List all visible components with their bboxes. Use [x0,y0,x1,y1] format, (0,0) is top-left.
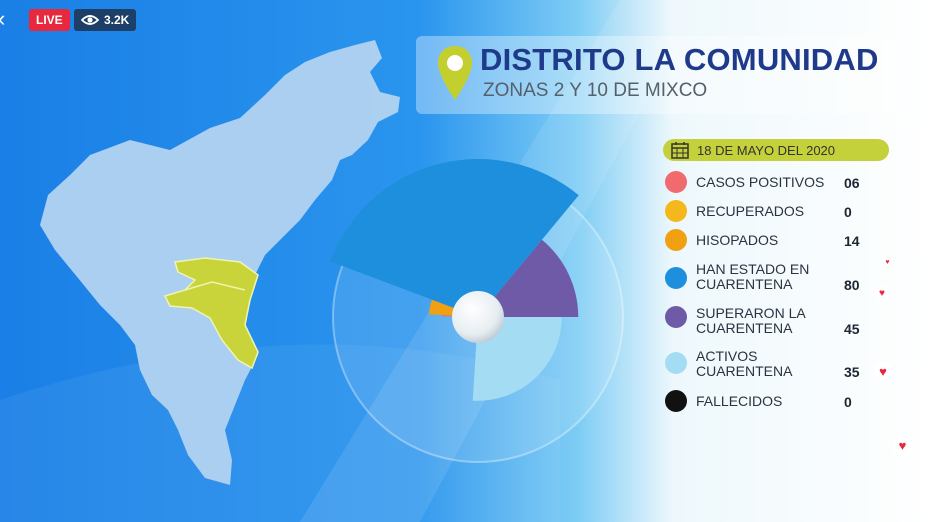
legend-value: 14 [844,233,860,249]
legend-value: 45 [844,321,860,337]
heart-reaction-icon: ♥ [893,436,912,455]
legend-label: HAN ESTADO EN CUARENTENA [696,261,810,292]
live-label: LIVE [36,13,63,27]
viewers-badge: 3.2K [74,9,137,31]
legend-value: 06 [844,175,860,191]
chart-title: DISTRITO LA COMUNIDAD [480,42,879,77]
pie-slice-han-estado-en-cuarentena [330,158,579,317]
legend-swatch [665,229,687,251]
legend-label: RECUPERADOS [696,203,805,219]
live-badge: LIVE [29,9,70,31]
legend-label: HISOPADOS [696,232,779,248]
calendar-icon [671,141,689,159]
legend-label: SUPERARON LA CUARENTENA [696,305,806,336]
legend-label: FALLECIDOS [696,393,783,409]
legend-value: 35 [844,364,860,380]
legend-swatch [665,352,687,374]
date-badge: 18 DE MAYO DEL 2020 [663,139,889,161]
legend-swatch [665,390,687,412]
pie-slice-superaron-la-cuarentena [478,239,579,317]
title-panel [416,36,896,114]
heart-reaction-icon: ♥ [875,286,889,300]
legend-swatch [665,171,687,193]
legend-label: ACTIVOS CUARENTENA [696,348,793,379]
location-pin-icon [438,46,472,100]
eye-icon [81,15,99,25]
legend-swatch [665,200,687,222]
legend-value: 80 [844,277,860,293]
heart-reaction-icon: ♥ [883,258,892,267]
legend-value: 0 [844,204,852,220]
legend-swatch [665,306,687,328]
pie-slice-activos-cuarentena [472,317,562,401]
date-text: 18 DE MAYO DEL 2020 [697,142,836,158]
viewer-count: 3.2K [104,13,130,27]
back-arrow-icon[interactable]: ‹ [0,6,5,32]
chart-subtitle: ZONAS 2 Y 10 DE MIXCO [483,80,708,101]
legend-label: CASOS POSITIVOS [696,174,825,190]
legend-swatch [665,267,687,289]
heart-reaction-icon: ♥ [874,362,892,380]
legend-value: 0 [844,394,852,410]
highlight-zone [163,257,259,370]
pie-hub [452,291,504,343]
